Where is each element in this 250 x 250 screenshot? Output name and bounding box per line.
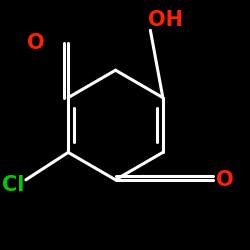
Text: O: O [27,33,44,53]
Text: O: O [216,170,234,190]
Text: OH: OH [148,10,183,30]
Text: Cl: Cl [2,175,25,195]
